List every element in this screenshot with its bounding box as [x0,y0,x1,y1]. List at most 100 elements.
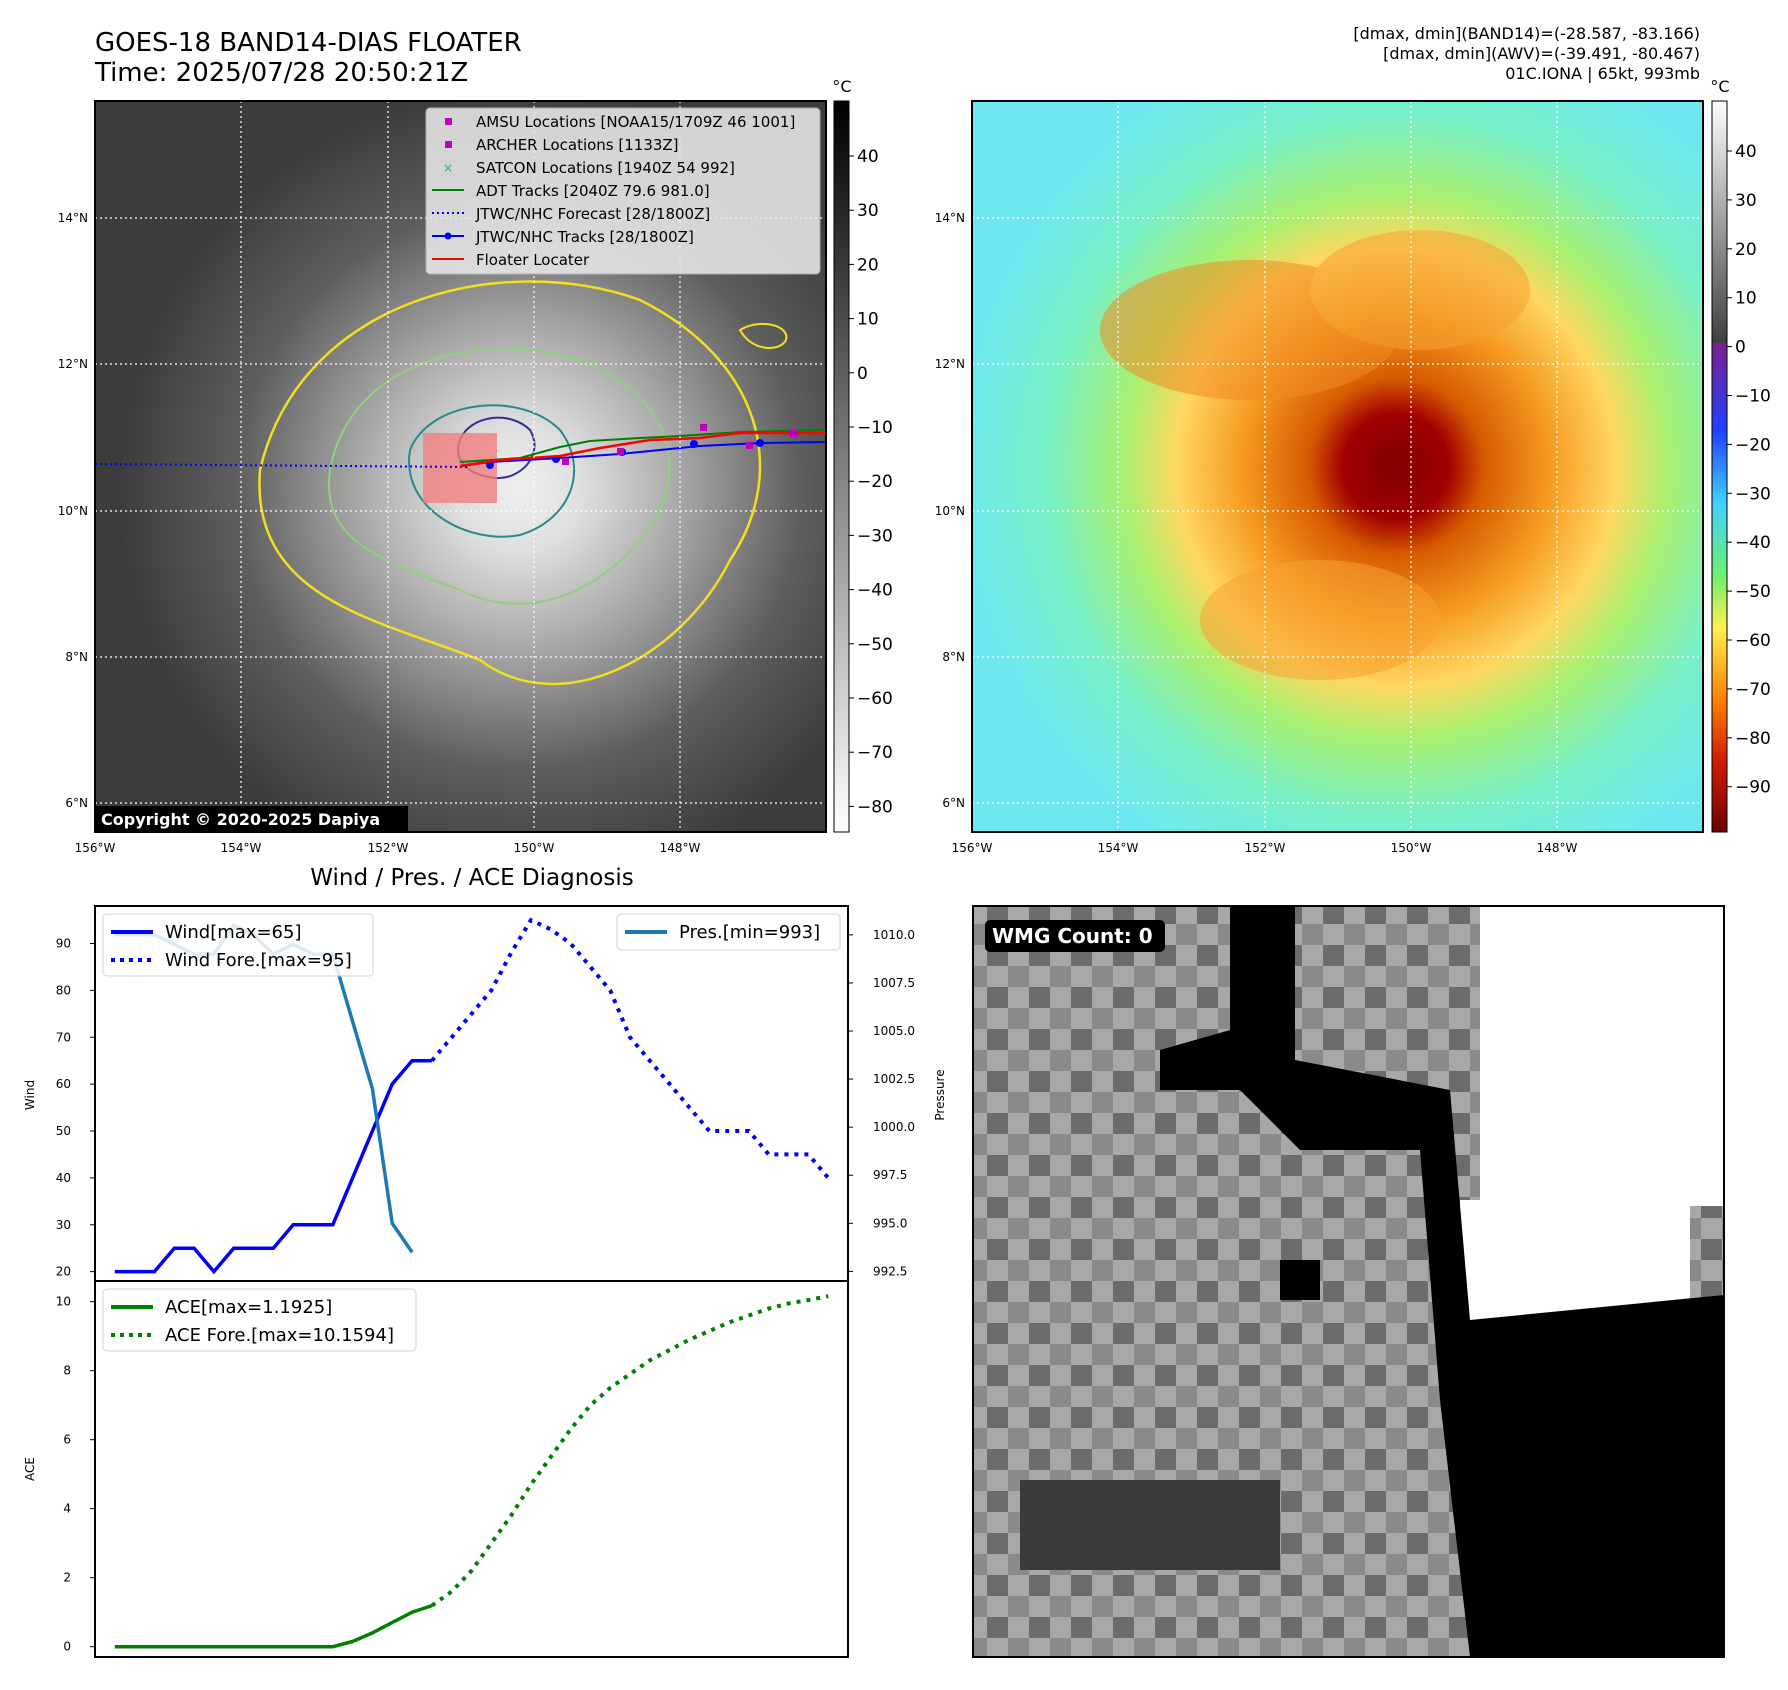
figure-title: GOES-18 BAND14-DIAS FLOATER [95,28,522,58]
colorbar-tick-label: −80 [857,797,893,817]
y2-tick-label: 992.5 [873,1264,907,1278]
left-colorbar-unit: °C [832,77,851,96]
svg-text:8°N: 8°N [65,650,88,664]
svg-text:12°N: 12°N [935,357,965,371]
ir-map-left: × AMSU Locations [NOAA15/1709Z 46 1001] … [58,77,893,855]
legend-adt: ADT Tracks [2040Z 79.6 981.0] [476,182,710,200]
ace-legend: ACE[max=1.1925] ACE Fore.[max=10.1594] [102,1288,417,1352]
svg-text:14°N: 14°N [935,211,965,225]
y-tick-label: 90 [56,937,71,951]
svg-text:6°N: 6°N [65,796,88,810]
y2-tick-label: 997.5 [873,1168,907,1182]
y-tick-label: 2 [63,1571,71,1585]
colorbar-tick-label: 0 [857,364,868,384]
map-legend: × AMSU Locations [NOAA15/1709Z 46 1001] … [425,107,821,275]
band14-range: [dmax, dmin](BAND14)=(-28.587, -83.166) [1353,24,1700,43]
series-line-1-0 [114,1603,433,1649]
colorbar-tick-label: −40 [1735,533,1771,553]
svg-text:6°N: 6°N [942,796,965,810]
svg-text:150°W: 150°W [514,841,555,855]
y-tick-label: 10 [56,1295,71,1309]
colorbar-tick-label: −30 [1735,484,1771,504]
cloud-contours [258,280,788,686]
y-tick-label: 60 [56,1077,71,1091]
ace-panel: 0 2 4 6 8 10 ACE ACE[max=1.1925] ACE Fore.[ma… [23,1280,849,1658]
ir-color-image [972,101,1703,832]
svg-text:10°N: 10°N [58,504,88,518]
floater-box [423,433,497,503]
svg-text:152°W: 152°W [368,841,409,855]
y-tick-label: 50 [56,1124,71,1138]
colorbar-tick-label: 10 [857,310,879,330]
ace-yaxis: 0 2 4 6 8 10 [56,1295,95,1654]
svg-text:156°W: 156°W [75,841,116,855]
legend-forecast: JTWC/NHC Forecast [28/1800Z] [475,205,710,223]
svg-text:154°W: 154°W [221,841,262,855]
colorbar-tick-label: −60 [1735,631,1771,651]
colorbar-tick-label: −70 [1735,680,1771,700]
y-tick-label: 30 [56,1218,71,1232]
storm-info: 01C.IONA | 65kt, 993mb [1505,64,1700,83]
svg-text:148°W: 148°W [1537,841,1578,855]
colorbar-tick-label: −70 [857,743,893,763]
wmg-count-box [985,920,1165,952]
right-colorbar-unit: °C [1710,77,1729,96]
svg-text:14°N: 14°N [58,211,88,225]
right-lon-labels: 156°W 154°W 152°W 150°W 148°W [952,841,1578,855]
legend-ace-fore: ACE Fore.[max=10.1594] [165,1325,394,1346]
colorbar-tick-label: −50 [1735,582,1771,602]
left-lat-labels: 14°N 12°N 10°N 8°N 6°N [58,211,88,810]
colorbar-tick-label: 40 [1735,142,1757,162]
awv-range: [dmax, dmin](AWV)=(-39.491, -80.467) [1383,44,1700,63]
copyright: Copyright © 2020-2025 Dapiya [101,810,380,829]
left-colorbar [833,100,850,833]
colorbar-tick-label: −80 [1735,729,1771,749]
y-tick-label: 70 [56,1030,71,1044]
wind-yaxis: 20 30 40 50 60 70 80 90 [56,937,95,1279]
series-line-0-0 [114,1058,432,1275]
legend-archer: ARCHER Locations [1133Z] [476,136,679,154]
legend-wind-fore: Wind Fore.[max=95] [165,950,352,971]
colorbar-tick-label: −10 [1735,387,1771,407]
colorbar-tick-label: −40 [857,581,893,601]
colorbar-tick-label: −20 [1735,435,1771,455]
colorbar-tick-label: −20 [857,472,893,492]
wmg-panel: WMG Count: 0 [972,905,1725,1658]
y2-tick-label: 1000.0 [873,1120,915,1134]
track-overlays [95,424,826,469]
chart-title: Wind / Pres. / ACE Diagnosis [310,865,633,891]
colorbar-tick-label: −50 [857,635,893,655]
left-lon-labels: 156°W 154°W 152°W 150°W 148°W [75,841,701,855]
wind-axis-label: Wind [23,1080,37,1110]
svg-text:154°W: 154°W [1098,841,1139,855]
y-tick-label: 80 [56,983,71,997]
y-tick-label: 8 [63,1364,71,1378]
svg-text:156°W: 156°W [952,841,993,855]
svg-text:152°W: 152°W [1245,841,1286,855]
y-tick-label: 20 [56,1265,71,1279]
legend-tracks: JTWC/NHC Tracks [28/1800Z] [475,228,694,246]
series-line-0-1 [430,917,830,1180]
legend-wind: Wind[max=65] [165,922,302,943]
colorbar-tick-label: −60 [857,689,893,709]
right-colorbar [1711,100,1728,833]
colorbar-tick-label: −30 [857,526,893,546]
colorbar-tick-label: 20 [1735,240,1757,260]
copyright-box [96,806,408,832]
legend-satcon: SATCON Locations [1940Z 54 992] [476,159,735,177]
y-tick-label: 6 [63,1433,71,1447]
y2-tick-label: 995.0 [873,1216,907,1230]
pressure-legend: Pres.[min=993] [616,913,841,951]
wmg-blocks [1020,906,1724,1657]
y2-tick-label: 1007.5 [873,976,915,990]
right-map-gridlines [972,101,1703,832]
ace-series [114,1294,829,1649]
colorbar-tick-label: 20 [857,255,879,275]
y2-tick-label: 1005.0 [873,1024,915,1038]
y-tick-label: 4 [63,1502,71,1516]
svg-text:150°W: 150°W [1391,841,1432,855]
pressure-axis-label: Pressure [933,1069,947,1120]
svg-text:8°N: 8°N [942,650,965,664]
svg-text:148°W: 148°W [660,841,701,855]
